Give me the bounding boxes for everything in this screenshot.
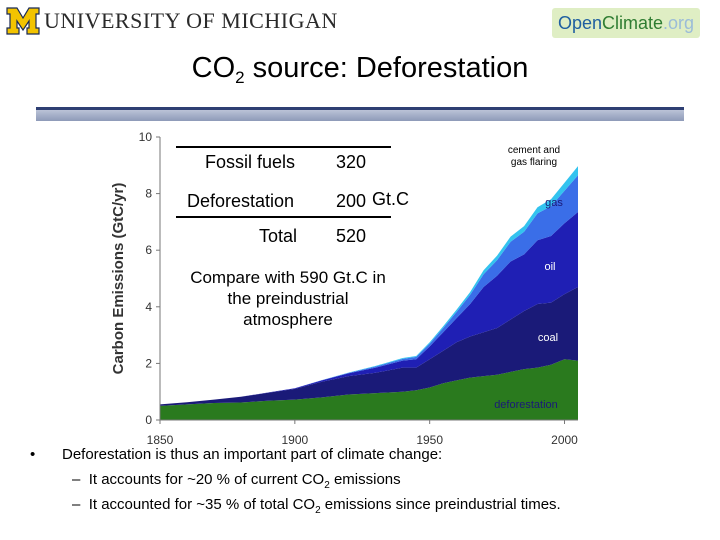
x-tick-label-1850: 1850 [147, 433, 174, 447]
y-tick-label-10: 10 [139, 130, 153, 144]
emissions-area-chart: 0 2 4 6 8 10 1850 1900 1950 2000 Carbon Emissions … [110, 130, 578, 447]
bullet-main: • Deforestation is thus an important part… [30, 446, 443, 463]
bullet-sub-2: – It accounted for ~35 % of total CO2 em… [72, 496, 561, 516]
openclimate-logo: Open Climate .org [552, 8, 700, 38]
university-logo: UNIVERSITY OF MICHIGAN [6, 4, 338, 38]
x-tick-label-2000: 2000 [551, 433, 578, 447]
logo-org: .org [663, 12, 695, 33]
label-oil: oil [544, 261, 555, 273]
y-tick-label-6: 6 [145, 243, 152, 257]
label-cement-line2: gas flaring [511, 157, 557, 168]
block-m-icon [6, 7, 40, 35]
row-label-fossil: Fossil fuels [205, 152, 296, 172]
x-tick-label-1950: 1950 [416, 433, 443, 447]
bullet-dot-icon: • [30, 446, 36, 463]
x-tick-label-1900: 1900 [281, 433, 308, 447]
unit-label: Gt.C [372, 189, 410, 209]
y-tick-label-0: 0 [145, 413, 152, 427]
label-coal: coal [538, 332, 558, 344]
y-axis-label: Carbon Emissions (GtC/yr) [110, 183, 127, 375]
label-gas: gas [545, 197, 563, 209]
label-cement-line1: cement and [508, 145, 560, 156]
area-oil [160, 212, 578, 405]
table-top-rule [176, 146, 391, 148]
row-value-deforestation: 200 [336, 191, 367, 211]
university-name: UNIVERSITY OF MICHIGAN [44, 8, 338, 33]
y-tick-label-4: 4 [145, 300, 152, 314]
title-divider [36, 107, 684, 121]
logo-open: Open [557, 12, 602, 33]
compare-note: Compare with 590 Gt.C in the preindustri… [190, 268, 386, 329]
logo-climate: Climate [602, 12, 664, 33]
slide-title: CO2 source: Deforestation [191, 52, 529, 87]
row-label-total: Total [259, 226, 298, 246]
table-sum-rule [176, 216, 391, 218]
y-tick-label-8: 8 [145, 187, 152, 201]
row-label-deforestation: Deforestation [187, 191, 295, 211]
row-value-fossil: 320 [336, 152, 367, 172]
label-deforestation: deforestation [494, 399, 558, 411]
area-coal [160, 287, 578, 406]
y-tick-label-2: 2 [145, 356, 152, 370]
bullet-sub-1: – It accounts for ~20 % of current CO2 e… [72, 471, 401, 491]
area-deforestation [160, 359, 578, 420]
row-value-total: 520 [336, 226, 367, 246]
